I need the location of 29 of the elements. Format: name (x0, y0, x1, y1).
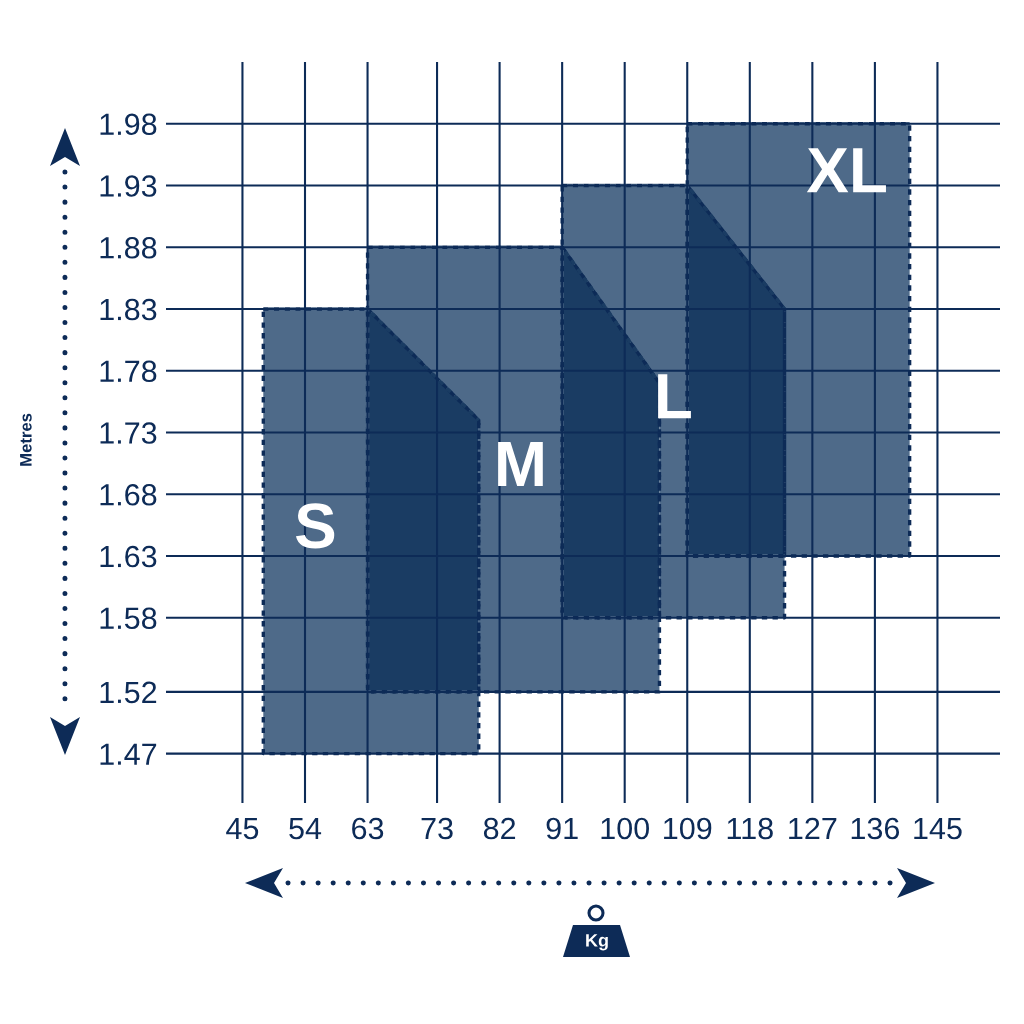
x-tick-label: 91 (546, 817, 578, 840)
y-axis-title: Metres (20, 413, 32, 466)
text: Kg (586, 934, 608, 951)
y-tick-label: 1.93 (100, 175, 157, 197)
x-tick-label: 54 (289, 818, 322, 840)
series-label: S (295, 503, 335, 549)
y-tick-label: 1.63 (100, 545, 157, 568)
series-label: M (498, 442, 543, 487)
y-tick-label: 1.88 (100, 236, 157, 259)
y-tick-label: 1.52 (100, 681, 157, 704)
y-tick-label: 1.47 (100, 743, 157, 765)
x-tick-label: 82 (483, 817, 516, 840)
x-tick-label: 63 (352, 817, 384, 840)
x-tick-label: 136 (851, 817, 900, 840)
series-label: XL (806, 148, 886, 193)
x-tick-label: 73 (421, 817, 453, 840)
x-tick-label: 118 (727, 817, 773, 840)
series-label: L (658, 374, 691, 419)
y-tick-label: 1.73 (100, 422, 157, 444)
y-tick-label: 1.68 (100, 483, 157, 506)
y-tick-label: 1.83 (100, 298, 157, 321)
x-tick-label: 45 (226, 818, 259, 840)
x-tick-label: 109 (664, 817, 712, 840)
y-tick-label: 1.78 (100, 360, 157, 383)
x-tick-label: 145 (914, 818, 962, 840)
x-tick-label: 127 (789, 817, 837, 840)
x-tick-label: 100 (601, 817, 649, 840)
y-tick-label: 1.98 (100, 113, 157, 136)
y-tick-label: 1.58 (100, 607, 157, 630)
